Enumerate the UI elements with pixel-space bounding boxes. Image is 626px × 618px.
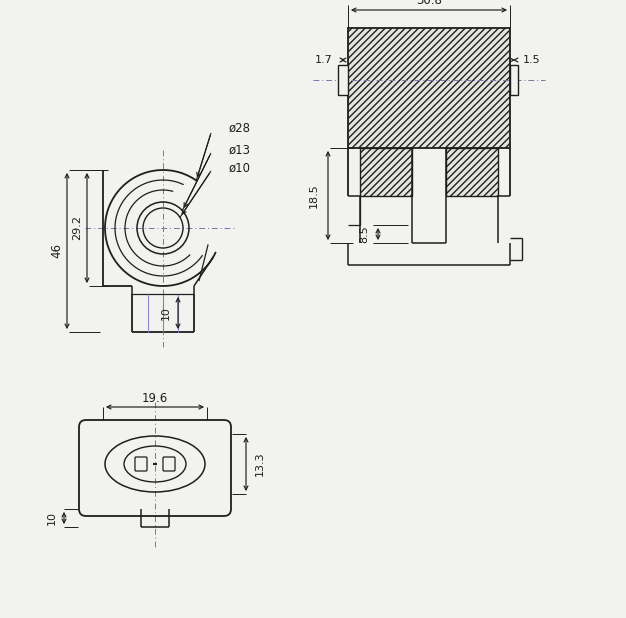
Text: 19.6: 19.6	[142, 392, 168, 405]
Text: 29.2: 29.2	[72, 216, 82, 240]
Text: 1.7: 1.7	[315, 55, 333, 65]
Text: ø10: ø10	[229, 161, 251, 174]
Bar	[338, 65, 348, 95]
Text: 18.5: 18.5	[309, 184, 319, 208]
Bar	[360, 148, 412, 196]
Text: 8.5: 8.5	[359, 225, 369, 243]
Text: 10: 10	[161, 306, 171, 320]
Text: ø13: ø13	[229, 143, 251, 156]
Bar	[510, 65, 518, 95]
Bar	[348, 28, 510, 148]
Bar	[446, 148, 498, 196]
Text: ø28: ø28	[229, 122, 251, 135]
Text: 1.5: 1.5	[523, 55, 541, 65]
Text: 13.3: 13.3	[255, 452, 265, 476]
Text: 46: 46	[51, 243, 63, 258]
Text: 10: 10	[47, 511, 57, 525]
Text: 30.8: 30.8	[416, 0, 442, 7]
